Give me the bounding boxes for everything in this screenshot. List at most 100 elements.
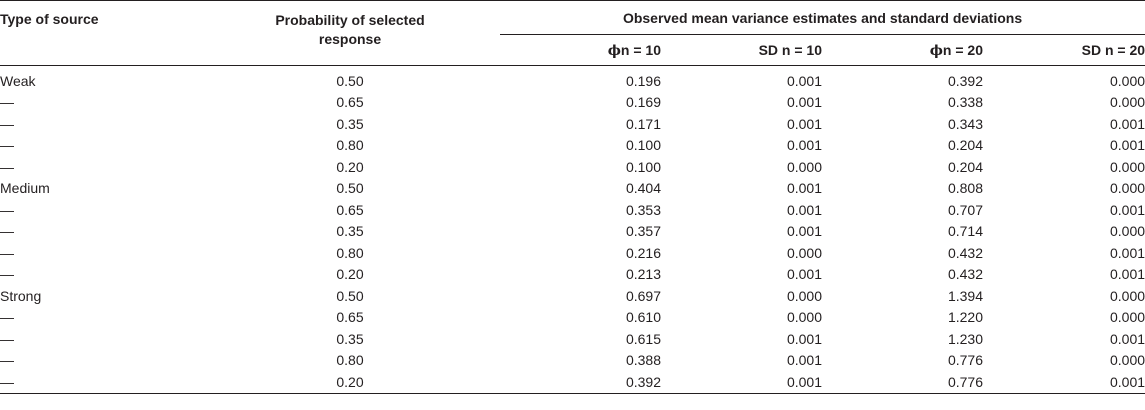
cell-sd-n10: 0.001 xyxy=(786,115,822,132)
cell-phi-n20: 0.432 xyxy=(947,244,983,261)
cell-probability: 0.65 xyxy=(336,309,364,326)
cell-type-of-source: Medium xyxy=(0,180,50,197)
cell-sd-n20: 0.001 xyxy=(1110,244,1145,261)
cell-sd-n20: 0.001 xyxy=(983,371,1145,394)
cell-phi-n20: 0.392 xyxy=(947,72,983,89)
cell-sd-n20: 0.000 xyxy=(1110,352,1145,369)
header-phi-n20-label: n = 20 xyxy=(942,41,983,58)
variance-estimates-table: Type of source Probability of selected r… xyxy=(0,0,1145,394)
table-row: — 0.35 0.171 0.001 0.343 0.001 xyxy=(0,113,1145,135)
cell-phi-n20: 0.204 xyxy=(947,158,983,175)
cell-type-of-source: — xyxy=(0,352,14,369)
table-body: Weak 0.50 0.196 0.001 0.392 0.000—0.65 0.169 0.… xyxy=(0,66,1145,394)
cell-sd-n20: 0.001 xyxy=(1110,330,1145,347)
cell-phi-n10: 0.357 xyxy=(625,223,661,240)
header-sd-n10: SD n = 10 xyxy=(661,35,822,66)
cell-type-of-source: — xyxy=(0,266,14,283)
cell-phi-n10: 0.196 xyxy=(625,72,661,89)
cell-sd-n10: 0.001 xyxy=(786,352,822,369)
cell-probability: 0.80 xyxy=(336,352,364,369)
cell-probability: 0.65 xyxy=(336,94,364,111)
table-header: Type of source Probability of selected r… xyxy=(0,0,1145,66)
cell-sd-n10: 0.001 xyxy=(786,330,822,347)
header-observed-group-label: Observed mean variance estimates and sta… xyxy=(622,10,1023,26)
phi-symbol: ϕ xyxy=(929,42,943,59)
cell-phi-n10: 0.100 xyxy=(625,137,661,154)
cell-phi-n20: 0.776 xyxy=(947,352,983,369)
cell-type-of-source: — xyxy=(0,309,14,326)
cell-type-of-source: Weak xyxy=(0,72,36,89)
cell-type-of-source: — xyxy=(0,201,14,218)
cell-probability: 0.80 xyxy=(336,137,364,154)
cell-sd-n10: 0.001 xyxy=(786,137,822,154)
cell-sd-n10: 0.001 xyxy=(786,180,822,197)
table-row: — 0.65 0.610 0.000 1.220 0.000 xyxy=(0,307,1145,329)
cell-sd-n10: 0.000 xyxy=(786,309,822,326)
cell-sd-n20: 0.000 xyxy=(1110,158,1145,175)
cell-sd-n20: 0.001 xyxy=(1110,137,1145,154)
cell-sd-n20: 0.000 xyxy=(1110,180,1145,197)
cell-phi-n10: 0.404 xyxy=(625,180,661,197)
cell-phi-n20: 1.230 xyxy=(947,330,983,347)
cell-sd-n20: 0.000 xyxy=(1110,309,1145,326)
cell-phi-n20: 0.204 xyxy=(947,137,983,154)
header-phi-n10-label: n = 10 xyxy=(620,41,661,58)
cell-type-of-source: — xyxy=(0,371,200,394)
cell-phi-n10: 0.216 xyxy=(625,244,661,261)
header-observed-group: Observed mean variance estimates and sta… xyxy=(500,0,1145,35)
cell-phi-n10: 0.100 xyxy=(625,158,661,175)
cell-sd-n10: 0.001 xyxy=(786,223,822,240)
cell-type-of-source: — xyxy=(0,94,14,111)
cell-phi-n10: 0.610 xyxy=(625,309,661,326)
cell-phi-n20: 0.338 xyxy=(947,94,983,111)
header-probability-label: Probability of selected response xyxy=(275,12,425,47)
header-row-2: ϕn = 10 SD n = 10 ϕn = 20 SD n = 20 xyxy=(0,35,1145,66)
cell-type-of-source: — xyxy=(0,330,14,347)
cell-probability: 0.35 xyxy=(336,115,364,132)
cell-sd-n20: 0.000 xyxy=(1110,223,1145,240)
cell-probability: 0.35 xyxy=(336,223,364,240)
table-row: — 0.80 0.216 0.000 0.432 0.001 xyxy=(0,242,1145,264)
table-row: Medium 0.50 0.404 0.001 0.808 0.000 xyxy=(0,178,1145,200)
cell-sd-n20: 0.001 xyxy=(1110,201,1145,218)
cell-phi-n20: 1.220 xyxy=(947,309,983,326)
cell-probability: 0.50 xyxy=(336,72,364,89)
cell-sd-n10: 0.001 xyxy=(661,371,822,394)
cell-sd-n10: 0.001 xyxy=(786,72,822,89)
cell-sd-n20: 0.001 xyxy=(1110,266,1145,283)
header-phi-n20: ϕn = 20 xyxy=(822,35,983,66)
cell-sd-n20: 0.000 xyxy=(1110,72,1145,89)
cell-phi-n10: 0.353 xyxy=(625,201,661,218)
cell-phi-n20: 0.714 xyxy=(947,223,983,240)
cell-phi-n10: 0.615 xyxy=(625,330,661,347)
header-group-rule xyxy=(500,34,1145,35)
cell-probability: 0.35 xyxy=(336,330,364,347)
cell-probability: 0.80 xyxy=(336,244,364,261)
cell-phi-n20: 0.343 xyxy=(947,115,983,132)
cell-probability: 0.20 xyxy=(200,371,500,394)
header-probability: Probability of selected response xyxy=(200,0,500,66)
table-row: — 0.65 0.169 0.001 0.338 0.000 xyxy=(0,92,1145,114)
phi-symbol: ϕ xyxy=(607,42,621,59)
cell-phi-n20: 0.776 xyxy=(822,371,983,394)
cell-sd-n10: 0.001 xyxy=(786,201,822,218)
cell-phi-n10: 0.171 xyxy=(625,115,661,132)
table-row: — 0.80 0.388 0.001 0.776 0.000 xyxy=(0,350,1145,372)
cell-sd-n10: 0.001 xyxy=(786,266,822,283)
cell-phi-n20: 0.808 xyxy=(947,180,983,197)
header-row-1: Type of source Probability of selected r… xyxy=(0,0,1145,66)
cell-probability: 0.20 xyxy=(336,266,364,283)
cell-sd-n10: 0.001 xyxy=(786,94,822,111)
cell-phi-n10: 0.388 xyxy=(625,352,661,369)
cell-sd-n10: 0.000 xyxy=(786,158,822,175)
table-row: — 0.35 0.357 0.001 0.714 0.000 xyxy=(0,221,1145,243)
cell-sd-n20: 0.000 xyxy=(1110,94,1145,111)
cell-type-of-source: — xyxy=(0,158,14,175)
cell-phi-n20: 0.707 xyxy=(947,201,983,218)
cell-sd-n10: 0.000 xyxy=(786,244,822,261)
table-row: — 0.80 0.100 0.001 0.204 0.001 xyxy=(0,135,1145,157)
cell-type-of-source: — xyxy=(0,244,14,261)
cell-sd-n10: 0.000 xyxy=(786,287,822,304)
cell-sd-n20: 0.001 xyxy=(1110,115,1145,132)
cell-probability: 0.50 xyxy=(336,287,364,304)
